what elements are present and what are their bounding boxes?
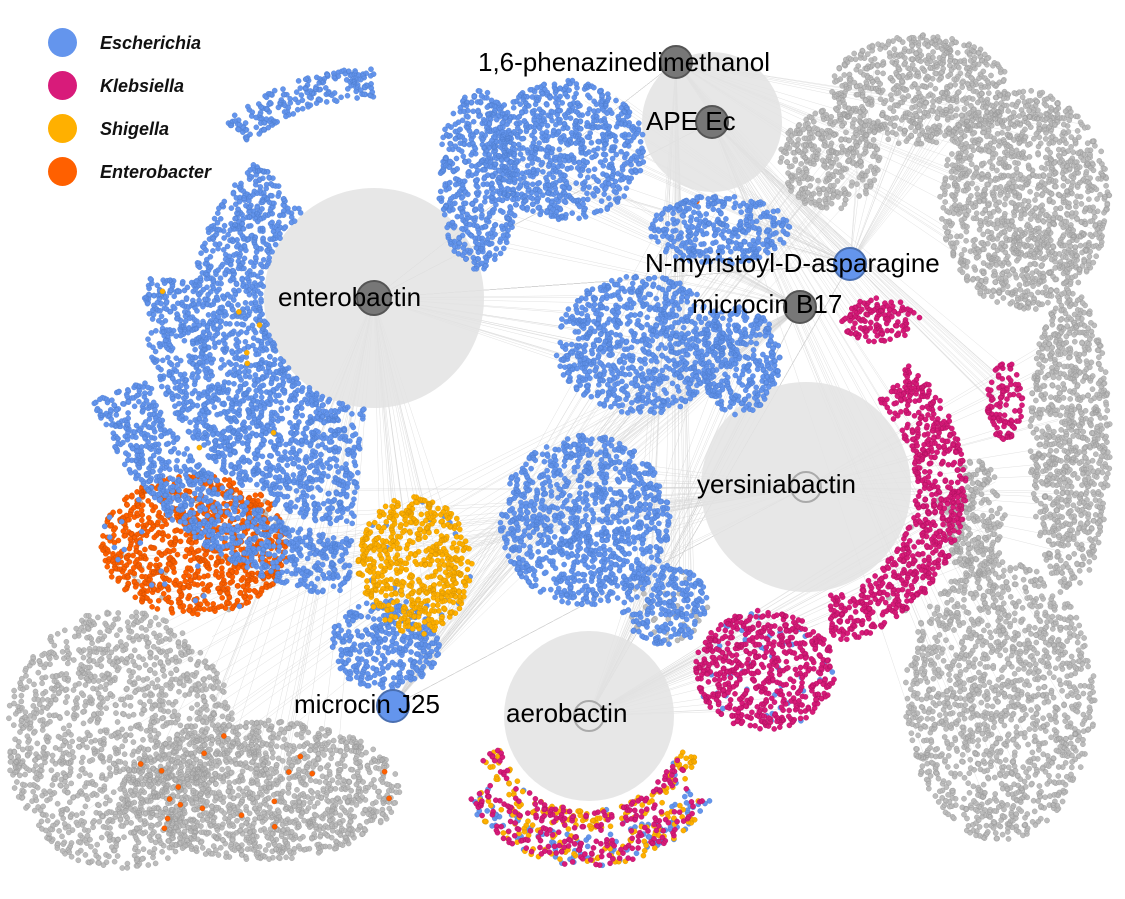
hub-node-enterobactin xyxy=(356,280,392,316)
node-cluster xyxy=(6,32,1113,871)
hub-label-microcin-b17: microcin B17 xyxy=(692,289,842,319)
legend-label-shigella: Shigella xyxy=(100,119,170,139)
legend-label-enterobacter: Enterobacter xyxy=(100,162,212,182)
legend-swatch-escherichia xyxy=(48,28,77,57)
hubs-layer: 1,6-phenazinedimethanol APE Ec N-myristo… xyxy=(278,45,940,732)
hub-label-microcin-j25: microcin J25 xyxy=(294,689,440,719)
legend-label-escherichia: Escherichia xyxy=(100,33,202,53)
hub-node-aerobactin xyxy=(573,700,605,732)
legend-swatch-klebsiella xyxy=(48,71,77,100)
hub-node-ape-ec xyxy=(695,105,729,139)
hub-label-1-6-phenazinedimethanol: 1,6-phenazinedimethanol xyxy=(478,47,770,77)
hub-label-ape-ec: APE Ec xyxy=(646,106,736,136)
hub-label-yersiniabactin: yersiniabactin xyxy=(697,469,856,499)
hub-node-n-myristoyl-d-asparagine xyxy=(833,247,867,281)
legend-label-klebsiella: Klebsiella xyxy=(100,76,185,96)
node-cluster xyxy=(468,295,1026,868)
legend-swatch-enterobacter xyxy=(48,157,77,186)
hub-node-yersiniabactin xyxy=(790,471,822,503)
nodes-layer xyxy=(6,32,1113,871)
hub-node-1-6-phenazinedimethanol xyxy=(659,45,693,79)
hub-label-enterobactin: enterobactin xyxy=(278,282,421,312)
hub-node-microcin-j25 xyxy=(376,689,410,723)
hub-label-n-myristoyl-d-asparagine: N-myristoyl-D-asparagine xyxy=(645,248,940,278)
node-cluster xyxy=(91,66,836,869)
hub-node-microcin-b17 xyxy=(783,290,817,324)
legend-swatch-shigella xyxy=(48,114,77,143)
edge-fan xyxy=(504,631,674,801)
hub-label-aerobactin: aerobactin xyxy=(506,698,627,728)
edge-fan xyxy=(701,382,911,592)
